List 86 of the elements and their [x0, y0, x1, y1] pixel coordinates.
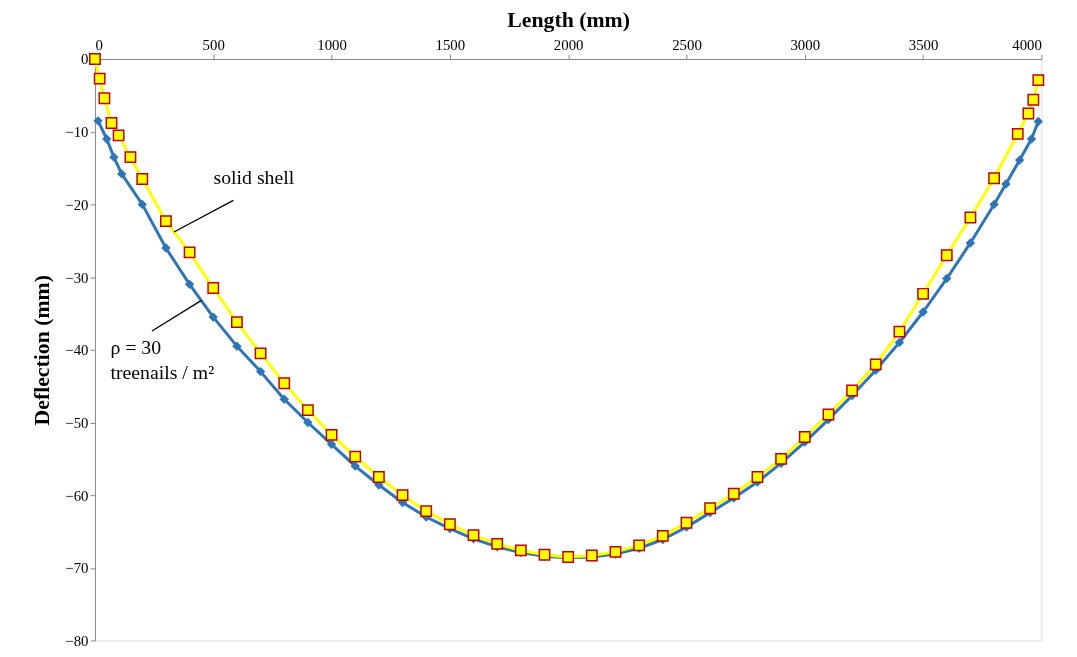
point — [325, 428, 338, 441]
point — [183, 246, 196, 259]
y-tick-label: −50 — [65, 414, 89, 431]
point — [420, 505, 433, 518]
point — [232, 341, 242, 351]
point — [656, 529, 669, 542]
point — [93, 72, 106, 85]
annotation: solid shell — [213, 165, 295, 188]
x-tick-label: 1500 — [435, 36, 466, 53]
point — [964, 211, 977, 224]
point — [137, 199, 147, 210]
x-tick-label: 1000 — [317, 36, 347, 53]
point — [727, 487, 740, 500]
point — [207, 282, 220, 294]
x-tick-label: 2500 — [672, 36, 702, 53]
x-tick-label: 3000 — [790, 36, 821, 53]
point — [303, 417, 313, 428]
point — [775, 452, 788, 465]
x-tick-label: 2000 — [553, 36, 584, 53]
point — [491, 537, 504, 550]
point — [1033, 116, 1044, 127]
point — [988, 172, 1000, 185]
point — [89, 53, 101, 65]
point — [301, 404, 314, 417]
point — [704, 502, 717, 515]
point — [680, 516, 693, 529]
point — [124, 151, 137, 164]
point — [184, 279, 195, 290]
y-tick-label: −80 — [65, 632, 89, 649]
point — [98, 92, 111, 105]
point — [93, 116, 103, 126]
y-tick-label: −30 — [65, 269, 89, 286]
point — [208, 312, 218, 322]
y-tick-label: −70 — [65, 560, 89, 577]
point — [1032, 74, 1045, 87]
point — [798, 431, 811, 443]
point — [109, 152, 119, 162]
point — [254, 347, 267, 360]
point — [940, 249, 953, 262]
point — [965, 238, 976, 248]
point — [846, 384, 859, 397]
point — [105, 117, 118, 129]
point — [112, 129, 125, 142]
point — [443, 518, 456, 531]
point — [116, 169, 127, 179]
point — [1014, 155, 1025, 165]
point — [893, 325, 906, 338]
point — [918, 307, 928, 317]
point — [1011, 127, 1024, 140]
point — [161, 243, 171, 253]
point — [1026, 134, 1037, 144]
point — [917, 287, 930, 300]
point — [349, 450, 362, 463]
point — [326, 439, 337, 449]
point — [160, 215, 172, 228]
y-tick-label: −60 — [65, 487, 89, 504]
point — [869, 358, 882, 371]
point — [396, 489, 409, 502]
point — [942, 273, 952, 284]
point — [989, 199, 999, 210]
x-tick-label: 0 — [95, 36, 103, 53]
point — [1001, 179, 1011, 189]
point — [1022, 107, 1035, 120]
point — [230, 316, 243, 329]
y-tick-label: −20 — [65, 196, 89, 213]
y-axis-title: Deflection (mm) — [29, 275, 54, 426]
point — [279, 394, 289, 404]
point — [609, 545, 622, 558]
y-tick-label: −40 — [65, 342, 89, 359]
x-axis-title: Length (mm) — [507, 7, 630, 32]
point — [751, 471, 764, 483]
point — [255, 366, 266, 377]
y-tick-label: −10 — [65, 124, 89, 141]
point — [278, 377, 291, 390]
point — [467, 529, 480, 542]
point — [633, 539, 646, 552]
point — [894, 337, 905, 348]
x-tick-label: 4000 — [1012, 36, 1042, 53]
y-tick-label: 0 — [81, 51, 89, 68]
point — [102, 134, 112, 144]
x-tick-label: 500 — [202, 36, 225, 53]
point — [372, 471, 385, 483]
point — [1027, 93, 1040, 106]
point — [136, 173, 149, 185]
x-tick-label: 3500 — [908, 36, 939, 53]
annotation: ρ = 30 treenails / m² — [110, 335, 215, 384]
